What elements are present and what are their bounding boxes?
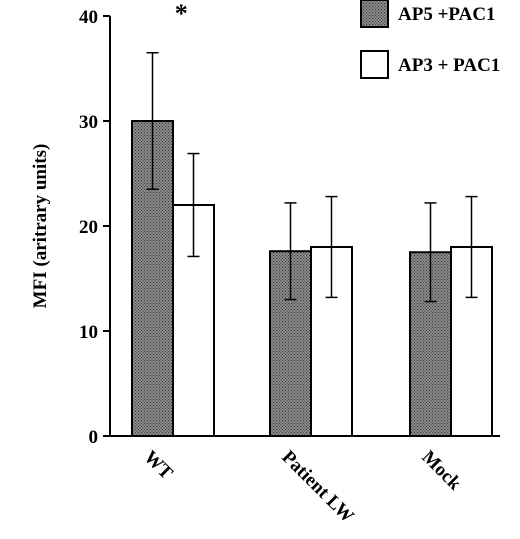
y-tick-label: 30 <box>79 112 98 133</box>
plot-area: 0 10 20 30 40 MFI (aritrary units) WT Patient L… <box>30 0 500 527</box>
y-tick-label: 20 <box>79 217 98 238</box>
legend-swatch <box>360 0 389 28</box>
legend-label: AP3 + PAC1 <box>398 55 500 76</box>
y-tick-label: 10 <box>79 322 98 343</box>
y-tick-label: 0 <box>89 427 99 448</box>
legend-label: AP5 +PAC1 <box>398 4 496 25</box>
category-label: Patient LW <box>277 447 357 527</box>
legend: AP5 +PAC1 AP3 + PAC1 <box>360 0 500 79</box>
y-axis-title: MFI (aritrary units) <box>30 144 51 309</box>
category-label: Mock <box>417 447 465 495</box>
significance-annotation: * <box>175 0 188 28</box>
legend-swatch <box>360 50 389 79</box>
y-tick-label: 40 <box>79 7 98 28</box>
category-label: WT <box>139 447 176 484</box>
